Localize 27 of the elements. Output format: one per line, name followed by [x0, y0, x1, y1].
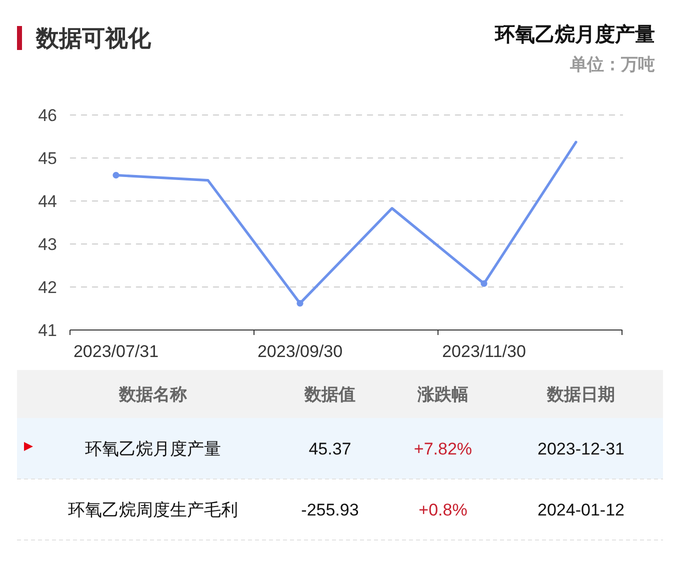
text: +7.82% [414, 440, 472, 458]
text: -255.93 [301, 500, 359, 520]
text: 45.37 [308, 440, 352, 458]
text: 环氧乙烷月度产量 [85, 440, 221, 458]
y-tick-label: 43 [38, 235, 57, 254]
x-tick-label: 2023/07/31 [73, 342, 159, 361]
point [296, 300, 304, 307]
point [480, 280, 488, 287]
text: 2024-01-12 [538, 500, 624, 520]
text: 环氧乙烷周度生产毛利 [68, 500, 238, 520]
text: 2023-12-31 [538, 440, 624, 458]
x-tick-label: 2023/11/30 [442, 342, 526, 361]
text: 数据名称 [118, 385, 187, 404]
point [112, 172, 120, 178]
text: 数据值 [304, 385, 356, 404]
chart-subtitle: 单位：万吨 [569, 55, 655, 74]
text: 涨跌幅 [416, 385, 468, 404]
y-tick-label: 46 [38, 106, 57, 125]
y-tick-label: 41 [38, 321, 57, 340]
text: 数据可视化 [35, 25, 152, 51]
chart-title: 环氧乙烷月度产量 [494, 23, 655, 46]
x-tick-label: 2023/09/30 [257, 342, 343, 361]
y-tick-label: 44 [38, 192, 57, 211]
text: +0.8% [418, 500, 468, 520]
y-tick-label: 45 [38, 149, 57, 168]
text: 数据日期 [546, 385, 615, 404]
y-tick-label: 42 [38, 278, 57, 297]
